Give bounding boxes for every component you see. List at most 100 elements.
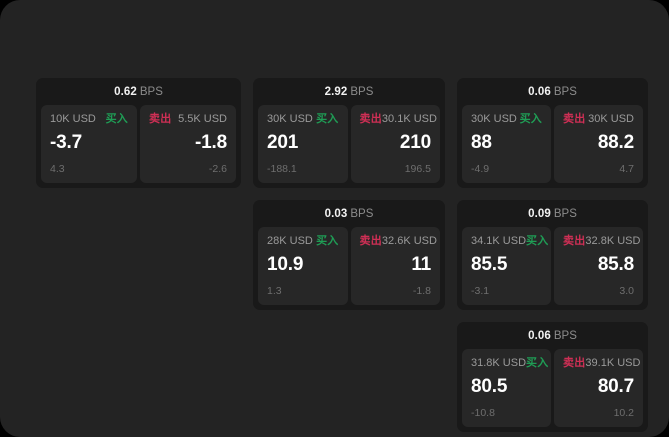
sell-side-header: 卖出 32.6K USD [359, 235, 437, 248]
buy-size-label: 10K USD [50, 113, 96, 125]
sell-side[interactable]: 卖出 32.8K USD 85.8 3.0 [554, 227, 643, 305]
sell-action-label[interactable]: 卖出 [149, 113, 172, 125]
buy-price: -3.7 [50, 132, 82, 153]
bps-value: 0.62 [114, 86, 137, 98]
buy-side[interactable]: 31.8K USD 买入 80.5 -10.8 [462, 349, 551, 427]
quote-board: 0.62 BPS 10K USD 买入 -3.7 4.3 卖出 5.5K USD -1.8 -2.… [36, 78, 648, 432]
buy-size-label: 31.8K USD [471, 357, 527, 369]
buy-price: 85.5 [471, 254, 508, 275]
bps-header: 2.92 BPS [258, 85, 440, 105]
sell-delta: 4.7 [619, 163, 634, 175]
sell-side[interactable]: 卖出 39.1K USD 80.7 10.2 [554, 349, 643, 427]
sell-price: 11 [411, 254, 431, 275]
bps-header: 0.06 BPS [462, 329, 643, 349]
buy-price: 201 [267, 132, 299, 153]
sell-side[interactable]: 卖出 30K USD 88.2 4.7 [554, 105, 643, 183]
bps-unit-label: BPS [350, 86, 374, 98]
bps-value: 0.03 [324, 208, 348, 220]
bps-value: 0.06 [528, 330, 551, 342]
bps-header: 0.62 BPS [41, 85, 236, 105]
sell-size-label: 32.6K USD [381, 235, 437, 247]
sell-price: 80.7 [597, 376, 634, 397]
buy-action-label[interactable]: 买入 [105, 113, 128, 125]
bps-unit-label: BPS [139, 86, 163, 98]
buy-side-header: 10K USD 买入 [50, 113, 128, 126]
sell-action-label[interactable]: 卖出 [563, 113, 586, 125]
buy-size-label: 30K USD [267, 113, 313, 125]
sell-side-header: 卖出 32.8K USD [563, 235, 640, 248]
buy-delta: -3.1 [471, 285, 490, 297]
buy-side[interactable]: 28K USD 买入 10.9 1.3 [258, 227, 348, 305]
sell-delta: -1.8 [412, 285, 431, 297]
buy-size-label: 28K USD [267, 235, 313, 247]
quote-card[interactable]: 0.62 BPS 10K USD 买入 -3.7 4.3 卖出 5.5K USD -1.8 -2.… [36, 78, 241, 188]
sell-side[interactable]: 卖出 32.6K USD 11 -1.8 [350, 227, 440, 305]
sell-size-label: 30.1K USD [381, 113, 437, 125]
bps-value: 0.06 [528, 86, 551, 98]
bps-value: 0.09 [528, 208, 551, 220]
sell-size-label: 30K USD [588, 113, 634, 125]
sell-price: 88.2 [597, 132, 634, 153]
buy-delta: -4.9 [471, 163, 490, 175]
sell-delta: -2.6 [208, 163, 227, 175]
buy-action-label[interactable]: 买入 [316, 113, 339, 125]
sell-delta: 10.2 [613, 407, 634, 419]
sell-side-header: 卖出 30.1K USD [359, 113, 437, 126]
sell-size-label: 5.5K USD [178, 113, 227, 125]
quote-card[interactable]: 2.92 BPS 30K USD 买入 201 -188.1 卖出 30.1K USD 210 1… [253, 78, 445, 188]
sell-side-header: 卖出 30K USD [563, 113, 634, 126]
bps-value: 2.92 [324, 86, 348, 98]
buy-side[interactable]: 30K USD 买入 201 -188.1 [258, 105, 348, 183]
bps-header: 0.09 BPS [462, 207, 643, 227]
buy-size-label: 30K USD [471, 113, 517, 125]
buy-delta: -10.8 [471, 407, 495, 419]
card-sides: 28K USD 买入 10.9 1.3 卖出 32.6K USD 11 -1.8 [258, 227, 440, 305]
sell-delta: 196.5 [404, 163, 431, 175]
buy-action-label[interactable]: 买入 [519, 113, 542, 125]
sell-action-label[interactable]: 卖出 [563, 235, 586, 247]
sell-action-label[interactable]: 卖出 [359, 235, 382, 247]
buy-side-header: 30K USD 买入 [471, 113, 542, 126]
sell-side[interactable]: 卖出 5.5K USD -1.8 -2.6 [140, 105, 236, 183]
sell-side-header: 卖出 5.5K USD [149, 113, 227, 126]
sell-action-label[interactable]: 卖出 [359, 113, 382, 125]
buy-side-header: 31.8K USD 买入 [471, 357, 548, 370]
sell-side-header: 卖出 39.1K USD [563, 357, 640, 370]
card-sides: 10K USD 买入 -3.7 4.3 卖出 5.5K USD -1.8 -2.6 [41, 105, 236, 183]
column-2: 2.92 BPS 30K USD 买入 201 -188.1 卖出 30.1K USD 210 1… [253, 78, 445, 432]
buy-side[interactable]: 10K USD 买入 -3.7 4.3 [41, 105, 137, 183]
sell-price: -1.8 [195, 132, 227, 153]
column-3: 0.06 BPS 30K USD 买入 88 -4.9 卖出 30K USD 88.2 4.7 0.… [457, 78, 648, 432]
buy-action-label[interactable]: 买入 [316, 235, 339, 247]
buy-side-header: 28K USD 买入 [267, 235, 339, 248]
bps-header: 0.03 BPS [258, 207, 440, 227]
sell-price: 85.8 [597, 254, 634, 275]
bps-unit-label: BPS [553, 330, 577, 342]
buy-side-header: 30K USD 买入 [267, 113, 339, 126]
card-sides: 31.8K USD 买入 80.5 -10.8 卖出 39.1K USD 80.7 10.2 [462, 349, 643, 427]
bps-unit-label: BPS [553, 208, 577, 220]
quote-card[interactable]: 0.09 BPS 34.1K USD 买入 85.5 -3.1 卖出 32.8K USD 85.… [457, 200, 648, 310]
buy-delta: 4.3 [50, 163, 65, 175]
sell-size-label: 32.8K USD [585, 235, 641, 247]
buy-side[interactable]: 34.1K USD 买入 85.5 -3.1 [462, 227, 551, 305]
column-1: 0.62 BPS 10K USD 买入 -3.7 4.3 卖出 5.5K USD -1.8 -2.… [36, 78, 241, 432]
sell-price: 210 [399, 132, 431, 153]
card-sides: 30K USD 买入 201 -188.1 卖出 30.1K USD 210 196.5 [258, 105, 440, 183]
quote-card[interactable]: 0.06 BPS 31.8K USD 买入 80.5 -10.8 卖出 39.1K USD 80… [457, 322, 648, 432]
bps-header: 0.06 BPS [462, 85, 643, 105]
buy-side[interactable]: 30K USD 买入 88 -4.9 [462, 105, 551, 183]
quote-card[interactable]: 0.06 BPS 30K USD 买入 88 -4.9 卖出 30K USD 88.2 4.7 [457, 78, 648, 188]
card-sides: 34.1K USD 买入 85.5 -3.1 卖出 32.8K USD 85.8 3.0 [462, 227, 643, 305]
sell-delta: 3.0 [619, 285, 634, 297]
buy-delta: 1.3 [267, 285, 282, 297]
buy-action-label[interactable]: 买入 [526, 235, 549, 247]
sell-action-label[interactable]: 卖出 [563, 357, 586, 369]
quote-card[interactable]: 0.03 BPS 28K USD 买入 10.9 1.3 卖出 32.6K USD 11 -1.8 [253, 200, 445, 310]
buy-price: 80.5 [471, 376, 508, 397]
sell-side[interactable]: 卖出 30.1K USD 210 196.5 [350, 105, 440, 183]
buy-action-label[interactable]: 买入 [526, 357, 549, 369]
bps-unit-label: BPS [553, 86, 577, 98]
card-sides: 30K USD 买入 88 -4.9 卖出 30K USD 88.2 4.7 [462, 105, 643, 183]
